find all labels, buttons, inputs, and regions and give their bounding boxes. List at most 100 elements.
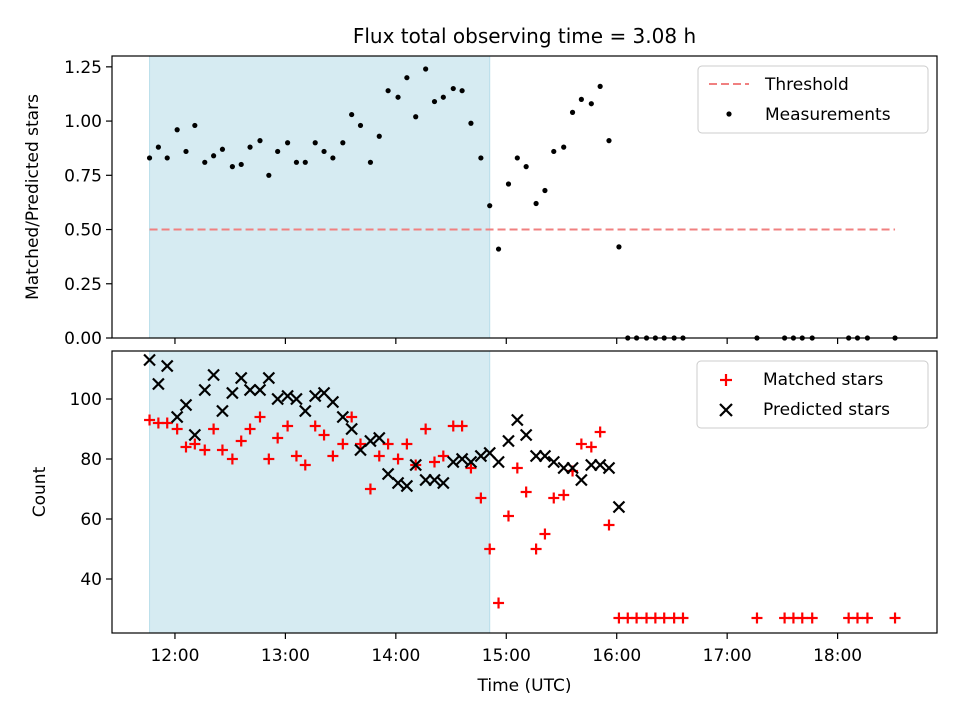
predicted-star-point [391,476,405,490]
matched-star-point [558,489,570,501]
predicted-star-point [160,359,174,373]
predicted-star-point [446,455,460,469]
x-axis-label: Time (UTC) [477,676,572,696]
measurement-point [376,133,382,139]
measurement-point [431,98,438,105]
measurement-point [229,164,235,170]
predicted-star-point [566,461,579,475]
matched-star-point [539,528,551,540]
chart-title: Flux total observing time = 3.08 h [353,24,696,48]
matched-star-point [364,483,376,495]
matched-star-point [603,519,615,531]
matched-star-point [889,612,901,624]
predicted-star-point [593,458,607,472]
legend-measurements-label: Measurements [765,105,891,125]
matched-star-point [806,612,818,624]
predicted-star-point [538,449,552,463]
y-tick-label: 0.75 [64,166,102,186]
measurement-point [385,88,391,94]
x-tick-label: 14:00 [371,646,420,666]
predicted-star-point [216,404,229,418]
measurement-point [450,85,456,92]
measurement-point [285,140,291,146]
top-y-label: Matched/Predicted stars [23,94,43,300]
matched-star-point [401,438,413,450]
measurement-point [423,66,429,72]
matched-star-point [594,426,606,438]
matched-star-point [199,444,211,456]
matched-star-point [180,441,192,453]
matched-star-point [575,438,587,450]
measurement-point [514,155,520,161]
legend-predicted-swatch [719,403,733,417]
x-tick-label: 15:00 [482,646,531,666]
measurement-point [202,159,208,165]
predicted-star-point [428,473,441,487]
x-tick-label: 12:00 [150,646,199,666]
predicted-star-point [437,476,450,490]
x-tick-label: 16:00 [592,646,641,666]
predicted-star-point [326,395,340,409]
legend-measurements-swatch [726,111,732,117]
measurement-point [569,109,576,115]
y-tick-label: 60 [80,510,102,530]
predicted-star-point [152,377,165,391]
predicted-star-points [143,353,626,514]
top-legend: Threshold Measurements [697,65,929,134]
measurement-point [266,172,272,178]
predicted-star-point [281,389,294,403]
measurement-point [404,75,410,81]
predicted-star-point [234,371,248,385]
measurement-point [487,203,493,209]
measurement-points [146,66,898,341]
matched-star-point [244,423,256,435]
matched-star-point [171,423,183,435]
matched-star-point [144,414,156,426]
legend-matched-label: Matched stars [763,370,883,390]
predicted-star-point [198,383,212,397]
bottom-legend: Matched stars Predicted stars [696,360,929,429]
measurement-point [561,144,567,150]
y-tick-label: 1.25 [64,58,102,78]
measurement-point [192,122,198,129]
measurement-point [468,120,474,126]
matched-star-point [585,441,597,453]
y-tick-label: 0.50 [64,221,102,241]
predicted-star-point [298,404,312,418]
predicted-star-point [464,455,478,469]
predicted-star-point [575,473,588,487]
predicted-star-point [188,428,202,442]
legend-predicted-label: Predicted stars [763,400,890,420]
predicted-star-point [400,479,414,493]
predicted-star-point [511,413,524,427]
bottom-axes-frame [111,350,938,634]
measurement-point [340,140,346,146]
y-tick-label: 0.25 [64,275,102,295]
measurement-point [597,83,603,89]
matched-star-point [282,420,294,432]
measurement-point [321,148,327,155]
measurement-point [367,159,374,165]
bottom-x-ticks: 12:00 13:00 14:00 15:00 16:00 17:00 18:00 [150,633,862,666]
predicted-star-point [519,428,533,442]
matched-star-point [796,612,808,624]
measurement-point [293,159,300,165]
predicted-star-point [502,434,515,448]
measurement-point [183,148,189,155]
matched-star-point [861,612,873,624]
matched-star-point [226,453,238,465]
matched-star-point [263,453,275,465]
predicted-star-point [474,449,488,463]
measurement-point [533,200,539,207]
measurement-point [164,155,170,161]
measurement-point [146,155,153,161]
matched-star-point [437,450,449,462]
matched-star-point [658,612,670,624]
measurement-point [275,148,281,155]
measurement-point [578,96,584,102]
top-legend-box [697,65,929,134]
y-tick-label: 40 [80,570,102,590]
predicted-star-point [345,422,358,436]
measurement-point [588,101,594,107]
